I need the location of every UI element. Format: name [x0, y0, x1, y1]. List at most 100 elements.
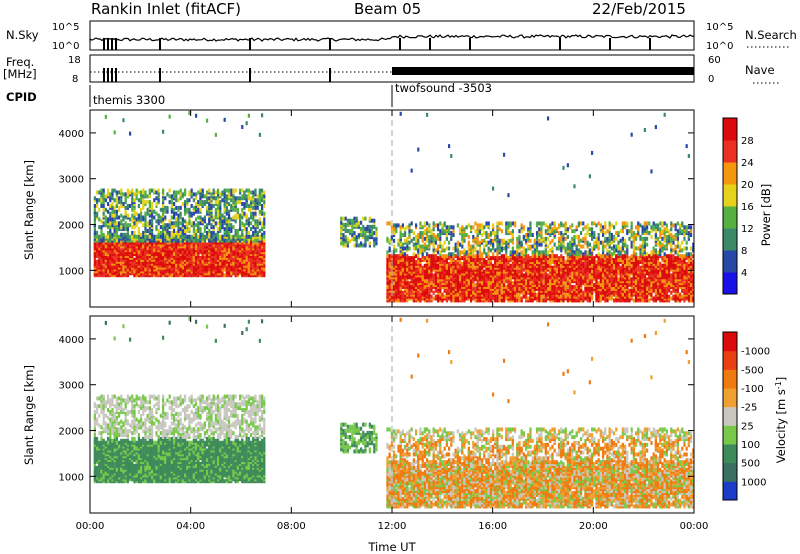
power-cell-4790	[564, 259, 567, 264]
power-cell-3482	[461, 277, 464, 282]
power-cell-2493	[355, 239, 358, 244]
power-cell-3653	[474, 254, 477, 259]
power-cell-2228	[249, 240, 253, 245]
power-cell-4496	[540, 221, 543, 226]
power-cell-2461	[344, 224, 347, 229]
power-cell-2426	[263, 230, 266, 235]
power-cell-4459	[538, 242, 541, 247]
power-cell-1473	[197, 190, 200, 195]
power-cell-6	[93, 261, 96, 266]
power-cell-3799	[485, 234, 488, 239]
power-cell-614	[135, 196, 138, 201]
power-cell-427	[122, 227, 125, 232]
power-cell-1355	[188, 110, 191, 115]
power-cell-4569	[546, 250, 550, 255]
power-cell-2132	[243, 246, 246, 251]
power-cell-836	[150, 205, 154, 210]
power-cell-2527	[364, 216, 367, 221]
power-cell-1630	[208, 196, 211, 201]
power-cell-2827	[406, 236, 409, 241]
power-cell-759	[146, 228, 149, 233]
power-cell-1068	[168, 230, 171, 235]
power-cell-146	[102, 203, 105, 208]
nsky-line	[89, 34, 695, 42]
power-cell-2504	[357, 222, 360, 227]
power-cell-1044	[166, 205, 169, 210]
power-cell-944	[159, 230, 162, 235]
power-cell-4865	[571, 279, 574, 284]
power-cell-2257	[252, 242, 255, 247]
power-cell-1917	[227, 244, 231, 249]
power-cell-3853	[489, 256, 492, 261]
power-cell-3236	[439, 232, 442, 237]
power-cell-2769	[401, 246, 404, 251]
power-cell-2455	[342, 216, 345, 221]
power-cell-3475	[461, 294, 464, 299]
power-cell-893	[155, 190, 158, 195]
power-cell-2435	[263, 194, 266, 199]
power-cell-564	[133, 261, 136, 266]
power-cell-2800	[403, 227, 407, 232]
power-cell-732	[144, 217, 147, 222]
power-cell-2900	[412, 252, 415, 257]
power-cell-1279	[183, 236, 187, 241]
power-cell-1653	[210, 223, 213, 228]
power-cell-1128	[172, 225, 176, 230]
power-cell-2082	[238, 213, 242, 218]
power-cell-493	[126, 223, 129, 228]
power-cell-2652	[392, 254, 396, 259]
power-cell-2298	[254, 219, 257, 224]
power-cell-4016	[502, 269, 506, 274]
power-cell-2751	[401, 290, 404, 295]
power-cell-2592	[388, 284, 391, 289]
power-cell-4098	[509, 258, 512, 263]
power-cell-4218	[520, 296, 523, 301]
power-cell-21	[93, 230, 96, 235]
power-cell-3180	[434, 223, 437, 228]
power-cell-2924	[414, 246, 418, 251]
power-cell-2069	[238, 252, 242, 257]
power-cell-2303	[254, 202, 257, 207]
power-cell-943	[159, 234, 162, 239]
power-cell-2950	[417, 259, 420, 264]
power-cell-4709	[557, 244, 561, 249]
power-cell-2236	[249, 203, 253, 208]
power-cell-2460	[344, 229, 347, 234]
power-cell-3628	[472, 254, 475, 259]
power-cell-1070	[168, 223, 171, 228]
power-cell-400	[120, 198, 123, 203]
power-cell-1787	[219, 234, 222, 239]
power-cell-4743	[560, 231, 563, 236]
power-cell-2606	[388, 238, 391, 243]
power-cell-4640	[553, 281, 556, 286]
power-cell-954	[161, 263, 165, 268]
power-cell-1354	[188, 190, 191, 195]
power-cell-4402	[533, 244, 536, 249]
power-cell-3641	[474, 283, 477, 288]
power-cell-3217	[439, 284, 442, 289]
power-cell-2232	[249, 221, 253, 226]
power-cell-1482	[199, 255, 202, 260]
power-cell-4000	[500, 242, 503, 247]
power-cell-2607	[388, 221, 391, 226]
power-cell-365	[117, 234, 121, 239]
power-cell-1908	[227, 263, 231, 268]
power-cell-2787	[403, 269, 407, 274]
power-cell-3207	[436, 236, 440, 241]
power-cell-3249	[441, 273, 444, 278]
power-cell-1411	[192, 198, 195, 203]
power-cell-3718	[478, 240, 481, 245]
power-cell-2239	[249, 196, 253, 201]
power-cell-2057	[236, 200, 239, 205]
power-cell-3854	[489, 248, 492, 253]
power-cell-40	[95, 259, 99, 264]
power-cell-2168	[245, 230, 248, 235]
power-cell-4701	[557, 269, 561, 274]
power-cell-3006	[421, 252, 424, 257]
power-cell-462	[124, 209, 127, 214]
power-cell-3526	[463, 227, 466, 232]
power-cell-2513	[362, 243, 365, 248]
power-cell-1689	[212, 225, 215, 230]
power-cell-4896	[573, 271, 576, 276]
power-cell-4899	[573, 263, 576, 268]
